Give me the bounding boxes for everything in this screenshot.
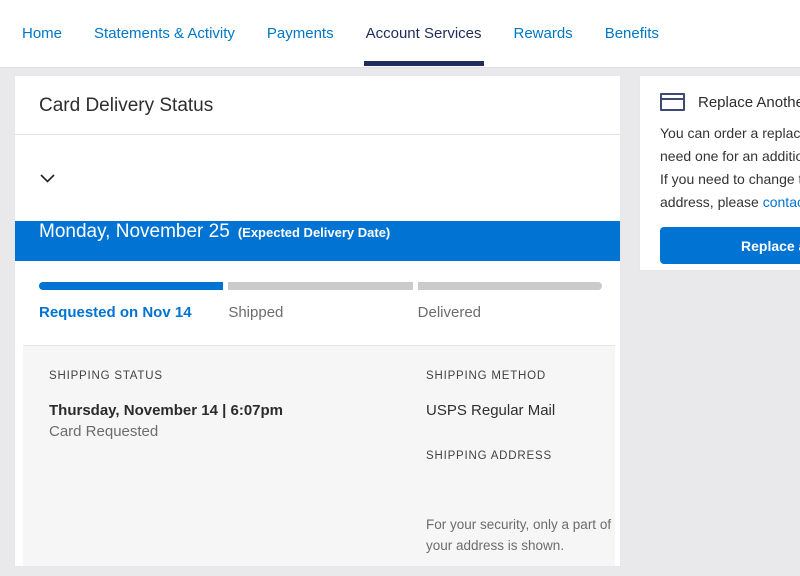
nav-item-benefits[interactable]: Benefits <box>604 25 659 42</box>
progress-label-shipped: Shipped <box>228 304 284 321</box>
shipping-details-panel: SHIPPING STATUS Thursday, November 14 | … <box>23 345 615 566</box>
replace-panel-title: Replace Another <box>698 93 800 111</box>
shipping-status-label: SHIPPING STATUS <box>49 370 163 382</box>
shipping-method-value: USPS Regular Mail <box>426 402 556 419</box>
contact-link[interactable]: contact <box>762 194 800 210</box>
replace-body-line4-text: address, please <box>660 194 763 210</box>
page-title: Card Delivery Status <box>39 95 214 116</box>
chevron-down-icon <box>39 171 55 186</box>
card-delivery-status-card: Card Delivery Status Monday, November 25… <box>14 75 621 567</box>
replace-body-line: need one for an additio <box>660 148 800 164</box>
progress-label-requested: Requested on Nov 14 <box>39 304 192 321</box>
replace-panel-body: You can order a replace need one for an … <box>660 122 800 214</box>
shipping-address-label: SHIPPING ADDRESS <box>426 450 552 462</box>
credit-card-icon <box>660 93 685 111</box>
expected-delivery-note: (Expected Delivery Date) <box>237 225 391 240</box>
progress-label-delivered: Delivered <box>417 304 482 321</box>
top-nav: Home Statements & Activity Payments Acco… <box>0 0 800 68</box>
delivery-progress-labels: Requested on Nov 14 Shipped Delivered <box>39 304 602 321</box>
shipping-method-label: SHIPPING METHOD <box>426 370 546 382</box>
nav-item-home[interactable]: Home <box>22 25 63 42</box>
collapse-section-button[interactable] <box>37 168 57 188</box>
security-note-line2: your address is shown. <box>426 538 565 553</box>
shipping-status-value: Card Requested <box>49 423 159 440</box>
replace-body-line: You can order a replace <box>660 125 800 141</box>
replace-body-line: If you need to change t <box>660 171 800 187</box>
replace-body-line: address, please contact <box>660 191 800 214</box>
replace-panel-header: Replace Another <box>660 93 800 111</box>
shipping-status-date: Thursday, November 14 | 6:07pm <box>49 402 284 419</box>
progress-segment-shipped <box>228 282 413 290</box>
progress-segment-delivered <box>417 282 602 290</box>
security-note: For your security, only a part of your a… <box>426 514 626 556</box>
nav-item-account-services[interactable]: Account Services <box>363 0 484 67</box>
progress-segment-requested <box>39 282 224 290</box>
replace-card-panel: Replace Another You can order a replace … <box>639 75 800 271</box>
replace-card-button[interactable]: Replace a <box>660 227 800 264</box>
expected-delivery-date: Monday, November 25 <box>39 221 230 242</box>
title-divider <box>15 134 620 135</box>
delivery-progress-bar <box>39 282 602 290</box>
nav-item-rewards[interactable]: Rewards <box>513 25 573 42</box>
nav-item-payments[interactable]: Payments <box>266 25 334 42</box>
security-note-line1: For your security, only a part of <box>426 517 612 532</box>
nav-item-statements-activity[interactable]: Statements & Activity <box>94 25 235 42</box>
expected-delivery-banner: Monday, November 25 (Expected Delivery D… <box>15 221 620 261</box>
